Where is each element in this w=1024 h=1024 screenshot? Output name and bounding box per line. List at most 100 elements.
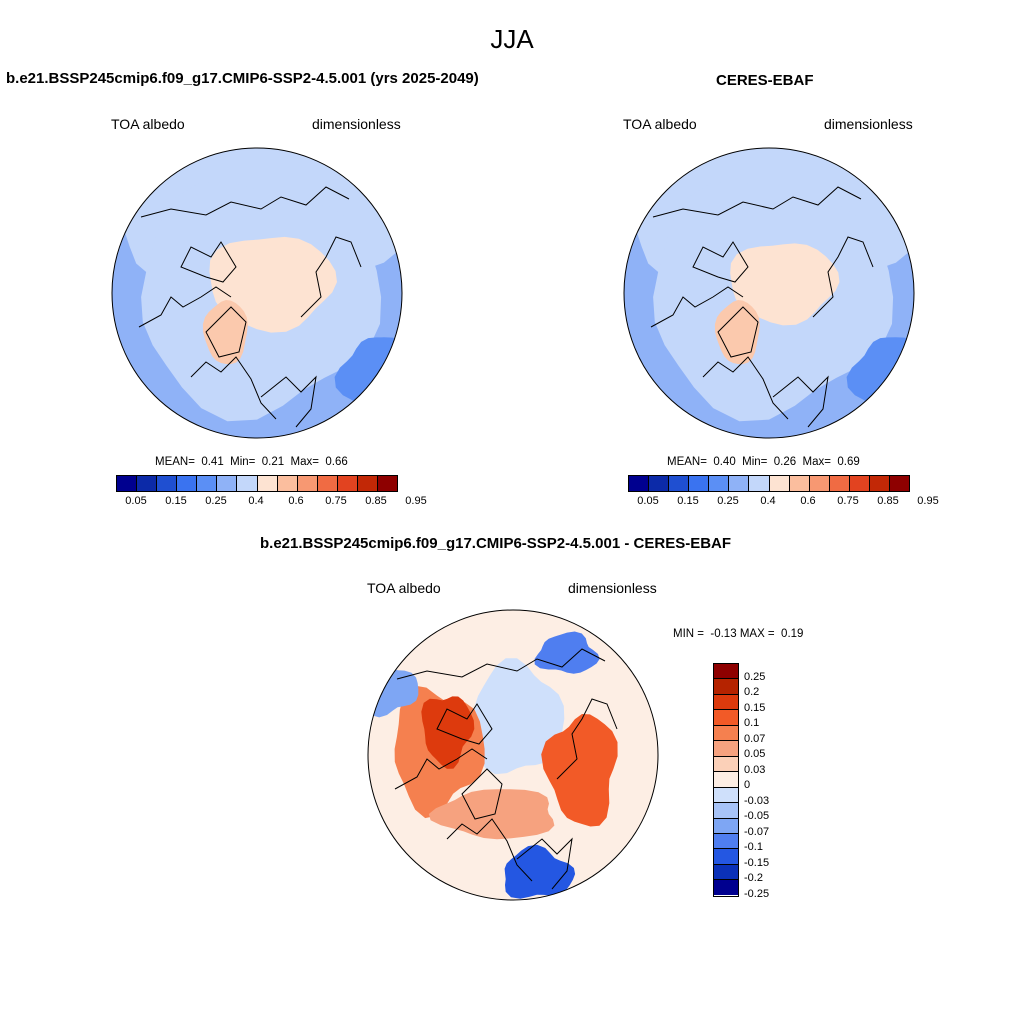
panel1-coastline: [180, 241, 237, 283]
panel3-min: -0.13: [710, 628, 737, 640]
panel3-colorbar-box: [714, 803, 738, 819]
panel2-min-label: Min=: [742, 456, 768, 468]
panel1-colorbar-box: [337, 476, 358, 491]
panel3-colorbar-tick: 0.07: [744, 732, 766, 745]
panel3-map-border: [367, 609, 659, 901]
panel3-colorbar: [713, 663, 739, 897]
panel3-colorbar-box: [714, 725, 738, 742]
season-title: JJA: [490, 24, 534, 54]
panel3-max: 0.19: [781, 628, 804, 640]
panel1-min: 0.21: [261, 456, 285, 468]
panel1-colorbar-box: [157, 476, 178, 491]
panel3-coastline: [436, 703, 493, 745]
panel1-colorbar-tick: 0.85: [365, 495, 387, 507]
panel1-coastline: [140, 186, 350, 218]
panel1-colorbar-tick: 0.6: [288, 495, 304, 507]
panel1-mean: 0.41: [201, 456, 224, 468]
panel2-colorbar-tick: 0.85: [877, 495, 899, 507]
panel2-max-label: Max=: [802, 456, 831, 468]
panel2-colorbar-box: [729, 476, 750, 491]
panel1-colorbar-tick: 0.4: [248, 495, 264, 507]
panel1-stats: MEAN= 0.41 Min= 0.21 Max= 0.66: [155, 456, 348, 468]
panel1-colorbar-tick: 0.95: [405, 495, 427, 507]
panel1-colorbar-box: [378, 476, 398, 491]
panel3-scandinavia-negative: [504, 844, 576, 899]
panel2-coastline: [717, 306, 759, 358]
panel3-colorbar-box: [714, 679, 738, 695]
panel3-coastline: [394, 748, 488, 790]
panel3-coastline: [461, 768, 503, 820]
panel3-colorbar-tick: 0.15: [744, 701, 766, 714]
panel3-colorbar-box: [714, 787, 738, 804]
panel2-coastline: [812, 236, 874, 318]
panel1-coastline: [260, 375, 317, 428]
panel1-colorbar-box: [217, 476, 238, 491]
panel3-colorbar-tick: -0.25: [744, 887, 770, 900]
panel2-sea-ice: [730, 243, 840, 326]
panel2-colorbar-ticks: 0.05 0.15 0.25 0.4 0.6 0.75 0.85 0.95: [628, 495, 938, 509]
panel2-colorbar-box: [629, 476, 650, 491]
panel3-colorbar-tick: 0.25: [744, 671, 766, 683]
panel3-archipelago-positive: [421, 696, 475, 769]
panel2-min: 0.26: [773, 456, 797, 468]
panel2-colorbar-tick: 0.4: [760, 495, 776, 507]
panel2-colorbar-box: [769, 476, 790, 491]
panel3-colorbar-tick: 0.1: [744, 717, 760, 730]
panel2-units: dimensionless: [824, 116, 913, 132]
panel2-stats: MEAN= 0.40 Min= 0.26 Max= 0.69: [667, 456, 860, 468]
panel1-colorbar-box: [297, 476, 318, 491]
panel2-field: [624, 148, 914, 438]
panel3-colorbar-box: [714, 741, 738, 757]
panel1-colorbar-box: [117, 476, 138, 491]
panel2-coastline: [702, 356, 789, 420]
panel1-colorbar-box: [357, 476, 379, 491]
panel1-variable: TOA albedo: [111, 116, 185, 132]
panel3-colorbar-tick: 0: [744, 779, 751, 792]
panel3-coastline: [396, 648, 606, 680]
panel1-colorbar-box: [197, 476, 218, 491]
panel1-max-label: Max=: [290, 456, 319, 468]
panel2-coastline: [650, 286, 744, 328]
panel3-colorbar-box: [714, 694, 738, 711]
panel2-colorbar-box: [829, 476, 850, 491]
panel3-colorbar-tick: -0.2: [744, 872, 763, 885]
panel3-variable: TOA albedo: [367, 580, 441, 596]
panel2-mean: 0.40: [713, 456, 736, 468]
panel3-siberia-positive: [541, 714, 618, 827]
panel3-central-arctic: [474, 658, 565, 775]
panel3-colorbar-box: [714, 710, 738, 726]
panel3-colorbar-tick: -0.1: [744, 841, 763, 854]
panel2-colorbar-box: [669, 476, 690, 491]
panel2-coastline: [652, 186, 862, 218]
panel1-coastline: [300, 236, 362, 318]
panel2-colorbar-tick: 0.75: [837, 495, 859, 507]
panel3-colorbar-box: [714, 756, 738, 773]
panel2-mean-label: MEAN=: [667, 456, 707, 468]
panel1-colorbar-tick: 0.05: [125, 495, 147, 507]
panel1-colorbar: [116, 475, 398, 492]
panel2-colorbar-box: [689, 476, 710, 491]
panel1-colorbar-box: [317, 476, 338, 491]
panel2-map: [623, 147, 915, 439]
panel2-colorbar-tick: 0.95: [917, 495, 939, 507]
panel3-colorbar-tick: 0.2: [744, 686, 760, 699]
panel1-units: dimensionless: [312, 116, 401, 132]
panel2-title: CERES-EBAF: [716, 72, 814, 89]
panel2-colorbar-box: [809, 476, 830, 491]
panel1-max: 0.66: [325, 456, 348, 468]
panel1-map: [111, 147, 403, 439]
panel1-colorbar-tick: 0.75: [325, 495, 347, 507]
panel2-max: 0.69: [837, 456, 860, 468]
panel1-min-label: Min=: [230, 456, 256, 468]
panel1-colorbar-box: [277, 476, 298, 491]
panel3-title: b.e21.BSSP245cmip6.f09_g17.CMIP6-SSP2-4.…: [260, 535, 732, 552]
panel3-max-label: MAX =: [739, 628, 775, 640]
panel1-field: [112, 148, 402, 438]
panel3-colorbar-tick: -0.05: [744, 810, 770, 823]
panel2-coastline: [692, 241, 749, 283]
panel3-colorbar-tick: -0.07: [744, 825, 770, 838]
panel1-mean-label: MEAN=: [155, 456, 195, 468]
panel2-map-border: [623, 147, 915, 439]
panel1-colorbar-box: [177, 476, 198, 491]
panel2-colorbar: [628, 475, 910, 492]
